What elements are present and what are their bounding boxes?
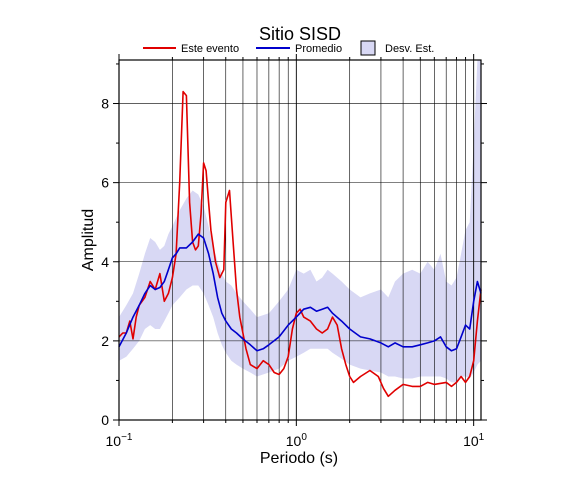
y-tick-label: 8: [101, 96, 109, 112]
grid-layer: [119, 60, 481, 420]
x-tick-label: 10−1: [106, 432, 133, 449]
band-layer: [119, 60, 481, 383]
plot-frame: [118, 59, 482, 421]
series-layer: [118, 90, 482, 398]
chart-title: Sitio SISD: [259, 24, 341, 44]
legend-label-este-evento: Este evento: [181, 43, 239, 55]
y-axis-label: Amplitud: [80, 209, 97, 271]
legend-label-promedio: Promedio: [295, 43, 342, 55]
series-line-este-evento: [118, 90, 482, 398]
y-tick-label: 0: [101, 412, 109, 428]
x-tick-label: 101: [463, 432, 485, 449]
legend-label-desv-est: Desv. Est.: [385, 43, 434, 55]
y-tick-label: 6: [101, 175, 109, 191]
series-line-promedio: [118, 233, 482, 352]
legend: Este evento Promedio Desv. Est.: [143, 40, 434, 56]
x-axis-label: Periodo (s): [260, 450, 338, 467]
axes-layer: 0 2 4 6 8 10−1 100 101: [101, 54, 487, 449]
legend-swatch-desv-est: [360, 40, 376, 56]
y-tick-label: 2: [101, 333, 109, 349]
y-tick-label: 4: [101, 254, 109, 270]
x-tick-label: 100: [286, 432, 308, 449]
std-dev-band: [119, 60, 481, 383]
